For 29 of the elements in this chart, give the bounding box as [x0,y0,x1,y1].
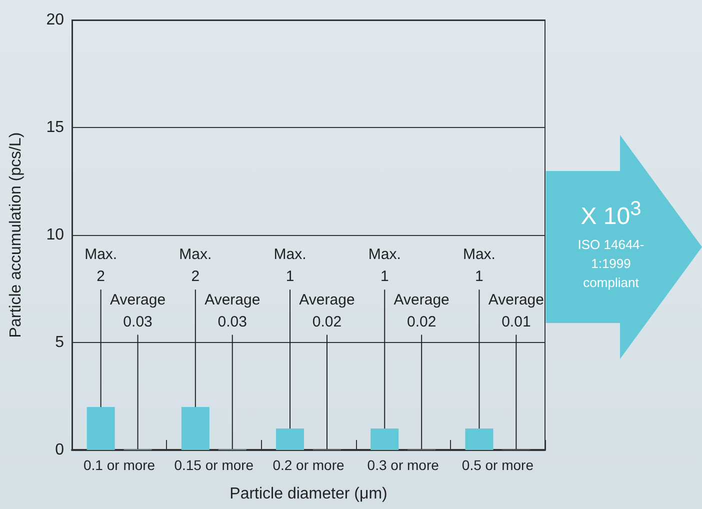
annotation: Average 0.03 [110,291,166,330]
bar [465,428,494,450]
annotation: Max. 1 [274,246,306,286]
annotation: Max. 2 [179,246,212,286]
annotation: Average 0.03 [204,291,260,330]
x-tick-label: 0.5 or more [462,457,534,473]
y-axis-title: Particle accumulation (pcs/L) [8,132,24,338]
text: ISO 14644-1:1999 compliant [576,236,646,292]
x-tick-label: 0.1 or more [84,457,156,473]
y-tick-label: 15 [46,119,64,136]
y-tick-label: 5 [55,334,64,351]
annotation: Average 0.02 [394,291,450,330]
y-tick-label: 10 [46,226,64,244]
annotation: Max. 1 [462,246,496,286]
bar [276,428,304,450]
bar [370,428,399,450]
x-axis-title: Particle diameter (μm) [230,486,388,502]
bar [181,407,210,450]
annotation: Max. 2 [84,246,118,286]
x-tick-label: 0.2 or more [272,457,345,473]
x-tick-label: 0.15 or more [174,457,254,473]
annotation: Max. 1 [368,246,401,286]
annotation: Average 0.02 [299,291,355,330]
text: X 10$^{3}$ [580,198,642,231]
bar [86,407,115,450]
y-tick-label: 0 [55,442,64,458]
annotation: Average 0.01 [488,291,544,330]
x-tick-label: 0.3 or more [367,457,440,473]
y-tick-label: 20 [46,12,64,28]
